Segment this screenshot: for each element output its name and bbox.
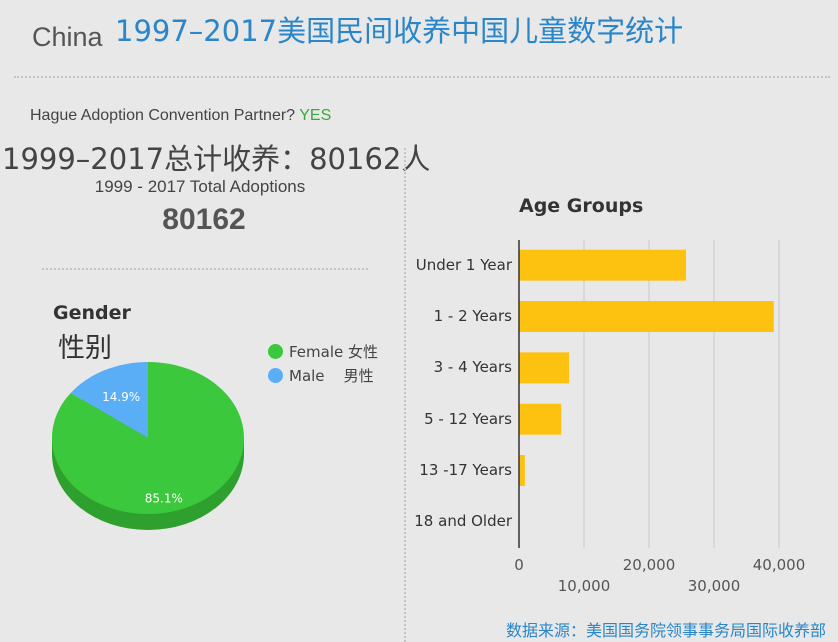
y-tick-label: 18 and Older — [414, 512, 512, 531]
y-tick-label: 13 -17 Years — [419, 461, 512, 479]
total-label: 1999 - 2017 Total Adoptions — [94, 177, 306, 196]
x-tick-label: 0 — [514, 556, 524, 574]
bar-3 — [519, 403, 562, 435]
divider-vertical — [404, 148, 406, 642]
legend-male-label: Male 男性 — [289, 367, 374, 385]
cn-total: 1999–2017总计收养：80162人 — [2, 142, 431, 176]
y-tick-label: Under 1 Year — [415, 255, 512, 274]
divider-top — [14, 76, 830, 78]
bar-0 — [519, 249, 687, 281]
gender-subtitle: 性别 — [58, 333, 112, 364]
pie-slice-male — [70, 362, 148, 438]
bar-2 — [519, 352, 570, 384]
pie-label-female: 85.1% — [145, 491, 183, 505]
gender-title: Gender — [53, 302, 131, 324]
x-tick-label: 20,000 — [622, 556, 676, 574]
hague-status: Hague Adoption Convention Partner? YES — [30, 107, 331, 125]
bar-1 — [519, 301, 774, 332]
pie-label-male: 14.9% — [102, 390, 140, 404]
y-tick-label: 3 - 4 Years — [433, 358, 512, 377]
legend-female: Female 女性 — [268, 341, 378, 362]
x-tick-label: 40,000 — [752, 556, 806, 574]
hague-label: Hague Adoption Convention Partner? — [30, 107, 296, 124]
x-tick-label: 10,000 — [557, 577, 611, 595]
gender-pie-chart: 14.9% 85.1% — [51, 362, 245, 530]
divider-left — [42, 268, 368, 270]
hague-value: YES — [299, 107, 332, 124]
y-tick-label: 5 - 12 Years — [424, 409, 512, 428]
bar-4 — [519, 455, 525, 486]
x-tick-label: 30,000 — [687, 577, 741, 595]
page-title: 1997–2017美国民间收养中国儿童数字统计 — [115, 14, 684, 48]
legend-male: Male 男性 — [268, 365, 374, 386]
legend-female-label: Female 女性 — [289, 343, 379, 361]
y-tick-label: 1 - 2 Years — [433, 307, 512, 325]
source-note: 数据来源：美国国务院领事事务局国际收养部 — [505, 621, 826, 640]
total-value: 80162 — [162, 203, 246, 236]
country-name: China — [32, 22, 103, 52]
legend-male-swatch — [268, 368, 283, 383]
legend-female-swatch — [268, 344, 283, 359]
age-groups-title: Age Groups — [519, 195, 644, 217]
pie-slice-female — [51, 362, 245, 514]
